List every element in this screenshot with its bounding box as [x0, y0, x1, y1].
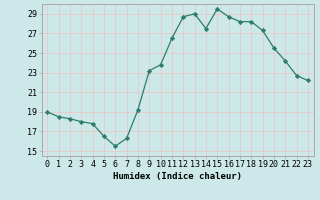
X-axis label: Humidex (Indice chaleur): Humidex (Indice chaleur) — [113, 172, 242, 181]
